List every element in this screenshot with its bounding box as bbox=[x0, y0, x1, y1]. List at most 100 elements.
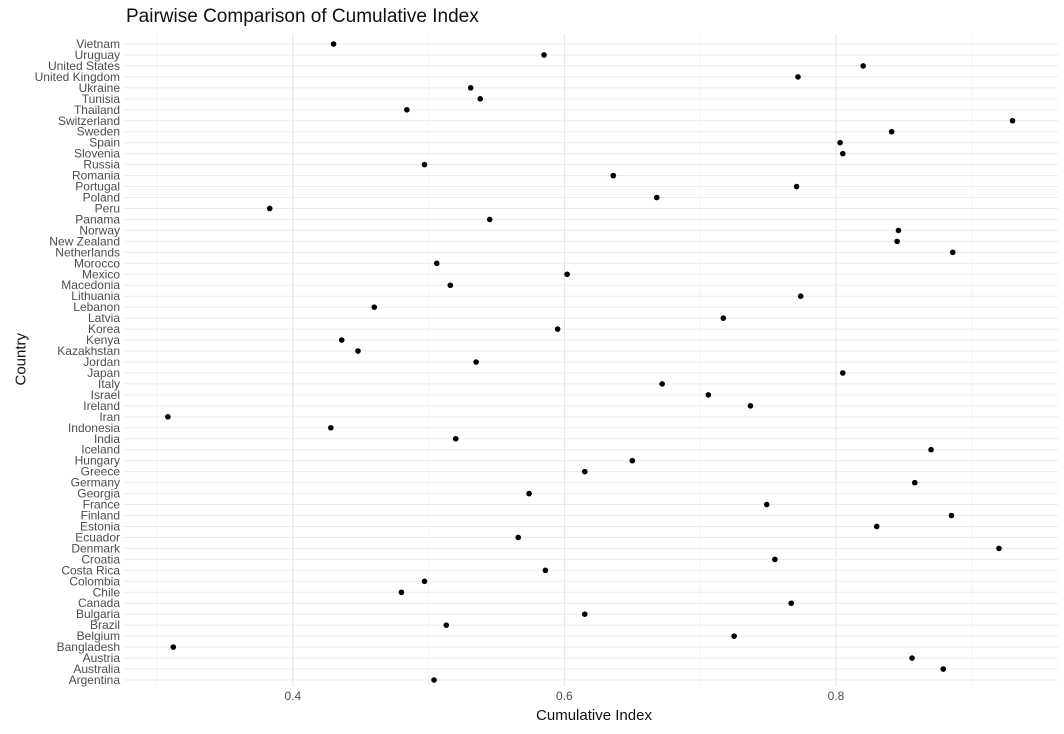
data-point bbox=[443, 622, 450, 628]
y-tick-label: Croatia bbox=[81, 552, 120, 566]
y-tick-label: Kazakhstan bbox=[57, 344, 120, 358]
y-tick-label: Uruguay bbox=[75, 48, 120, 62]
data-point bbox=[564, 271, 570, 278]
y-tick-label: Georgia bbox=[77, 487, 120, 501]
data-point bbox=[928, 446, 934, 453]
y-tick-label: Macedonia bbox=[61, 278, 120, 292]
y-tick-label: Germany bbox=[71, 476, 120, 490]
data-point bbox=[515, 534, 522, 541]
data-point bbox=[266, 205, 273, 212]
y-tick-label: United Kingdom bbox=[35, 70, 120, 84]
y-tick-label: Peru bbox=[95, 201, 120, 215]
data-point bbox=[788, 600, 794, 607]
y-tick-label: Latvia bbox=[88, 311, 120, 325]
y-tick-label: Panama bbox=[75, 212, 120, 226]
data-point bbox=[705, 392, 712, 398]
y-tick-label: Italy bbox=[98, 377, 120, 391]
data-point bbox=[795, 74, 801, 80]
data-point bbox=[839, 370, 846, 376]
y-tick-label: Brazil bbox=[90, 618, 120, 632]
x-tick-labels: 0.4 0.6 0.8 bbox=[284, 689, 844, 703]
grid-layer bbox=[124, 34, 1058, 686]
y-tick-label: Ukraine bbox=[79, 81, 121, 95]
y-tick-label: Romania bbox=[72, 169, 120, 183]
y-tick-label: Chile bbox=[93, 585, 121, 599]
data-points bbox=[165, 41, 1016, 683]
y-tick-label: Poland bbox=[83, 191, 120, 205]
data-point bbox=[911, 479, 918, 486]
data-point bbox=[467, 85, 474, 91]
data-point bbox=[949, 249, 956, 256]
data-point bbox=[371, 304, 378, 310]
y-tick-label: Mexico bbox=[82, 267, 120, 281]
y-axis-label: Country bbox=[12, 332, 30, 386]
y-tick-label: Spain bbox=[89, 136, 120, 150]
y-tick-label: Jordan bbox=[83, 355, 120, 369]
y-tick-label: Estonia bbox=[80, 519, 120, 533]
y-tick-label: Austria bbox=[83, 651, 121, 665]
y-tick-label: Switzerland bbox=[58, 114, 120, 128]
y-tick-label: United States bbox=[48, 59, 120, 73]
data-point bbox=[421, 161, 428, 168]
y-tick-label: Denmark bbox=[71, 541, 121, 555]
data-point bbox=[165, 414, 171, 420]
y-tick-label: Belgium bbox=[77, 629, 120, 643]
data-point bbox=[581, 611, 588, 618]
y-tick-label: Ecuador bbox=[75, 530, 120, 544]
y-tick-label: Iceland bbox=[81, 443, 120, 457]
data-point bbox=[720, 315, 727, 321]
data-point bbox=[895, 227, 902, 234]
data-point bbox=[894, 238, 900, 245]
data-point bbox=[629, 457, 636, 464]
data-point bbox=[1009, 117, 1016, 124]
y-tick-label: Iran bbox=[99, 410, 120, 424]
y-tick-label: Morocco bbox=[74, 256, 120, 270]
y-tick-label: Indonesia bbox=[68, 421, 120, 435]
y-tick-label: Kenya bbox=[86, 333, 120, 347]
y-tick-label: Vietnam bbox=[76, 37, 120, 51]
y-tick-label: Korea bbox=[88, 322, 120, 336]
y-tick-label: Netherlands bbox=[55, 245, 120, 259]
y-tick-label: Israel bbox=[91, 388, 120, 402]
y-tick-label: Bangladesh bbox=[57, 640, 120, 654]
data-point bbox=[404, 106, 410, 113]
y-tick-labels: ArgentinaAustraliaAustriaBangladeshBelgi… bbox=[35, 37, 121, 687]
data-point bbox=[772, 556, 778, 563]
y-tick-label: Thailand bbox=[74, 103, 120, 117]
data-point bbox=[431, 677, 437, 683]
y-tick-label: Lebanon bbox=[73, 300, 120, 314]
y-tick-label: Costa Rica bbox=[61, 563, 120, 577]
data-point bbox=[948, 512, 955, 519]
data-point bbox=[653, 194, 660, 201]
data-point bbox=[659, 381, 665, 387]
data-point bbox=[398, 589, 405, 596]
y-tick-label: Slovenia bbox=[74, 147, 120, 161]
y-tick-label: India bbox=[94, 432, 120, 446]
x-tick-label: 0.8 bbox=[828, 689, 845, 703]
data-point bbox=[747, 403, 754, 409]
data-point bbox=[793, 183, 800, 190]
data-point bbox=[541, 52, 547, 58]
data-point bbox=[888, 128, 895, 135]
data-point bbox=[452, 435, 459, 442]
y-tick-label: France bbox=[83, 498, 121, 512]
y-tick-label: Norway bbox=[79, 223, 120, 237]
data-point bbox=[473, 359, 479, 365]
data-point bbox=[797, 293, 804, 300]
y-tick-label: Greece bbox=[81, 465, 121, 479]
data-point bbox=[763, 501, 770, 508]
y-tick-label: Russia bbox=[83, 158, 120, 172]
chart-title: Pairwise Comparison of Cumulative Index bbox=[126, 6, 479, 27]
data-point bbox=[731, 633, 737, 639]
data-point bbox=[610, 172, 617, 179]
data-point bbox=[873, 523, 880, 530]
data-point bbox=[542, 567, 549, 574]
data-point bbox=[477, 96, 484, 102]
x-tick-label: 0.6 bbox=[556, 689, 573, 703]
y-tick-label: Portugal bbox=[75, 180, 120, 194]
data-point bbox=[940, 666, 947, 672]
y-tick-label: Colombia bbox=[69, 574, 120, 588]
y-tick-label: Finland bbox=[81, 509, 120, 523]
data-point bbox=[328, 424, 334, 431]
